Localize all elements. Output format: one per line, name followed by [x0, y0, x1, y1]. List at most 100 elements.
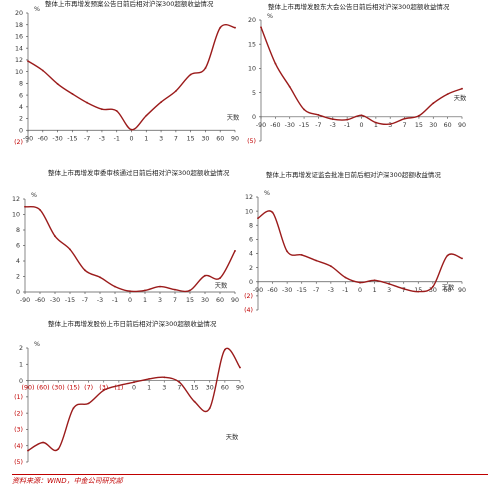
- unit-label: %: [264, 190, 270, 197]
- x-tick-label: -1: [114, 135, 120, 142]
- x-tick-label: 3: [387, 287, 391, 294]
- y-tick-label: 10: [245, 208, 253, 215]
- y-tick-label: 12: [12, 196, 20, 203]
- y-tick-label: 4: [249, 251, 253, 258]
- y-tick-label: 10: [12, 212, 20, 219]
- chart-panel-4: 整体上市再增发证监会批准日前后相对沪深300超额收益情况% (4) (2) 0 2 4 6 8…: [244, 170, 466, 314]
- x-tick-label: -7: [313, 287, 319, 294]
- x-tick-label: 60: [216, 135, 224, 142]
- x-tick-label: 3: [158, 297, 162, 304]
- footer-rule: [12, 474, 488, 475]
- y-tick-label: (5): [14, 459, 23, 466]
- footer-source: 资料来源：WIND，中金公司研究部: [12, 477, 123, 485]
- data-point: [102, 389, 105, 392]
- chart-panel-3: 整体上市再增发审委审核通过日前后相对沪深300超额收益情况%024681012-…: [12, 168, 239, 304]
- y-tick-label: 8: [249, 222, 253, 229]
- unit-label: %: [34, 6, 40, 13]
- y-tick-label: (3): [14, 427, 23, 434]
- series-line: [24, 205, 236, 293]
- x-tick-label: 30: [201, 297, 209, 304]
- x-tick-label: 30: [429, 287, 437, 294]
- x-tick-label: 15: [187, 135, 195, 142]
- y-tick-label: 20: [248, 17, 256, 24]
- data-point: [344, 276, 347, 279]
- x-tick-label: (90): [22, 385, 35, 392]
- x-tick-label: 90: [458, 287, 466, 294]
- x-tick-label: 0: [358, 287, 362, 294]
- x-axis-title: 天数: [454, 93, 467, 102]
- x-tick-label: 3: [162, 385, 166, 392]
- data-point: [86, 101, 88, 104]
- series-line: [260, 26, 463, 126]
- y-tick-label: 0: [19, 127, 23, 134]
- x-tick-label: -60: [270, 122, 280, 129]
- y-tick-label: 1: [19, 361, 23, 368]
- x-tick-label: -15: [297, 287, 307, 294]
- data-point: [145, 114, 148, 117]
- y-tick-label: (5): [247, 138, 256, 145]
- data-point: [359, 281, 361, 284]
- x-tick-label: 90: [236, 385, 244, 392]
- x-tick-label: -30: [50, 297, 60, 304]
- data-point: [331, 118, 334, 121]
- data-point: [42, 441, 44, 444]
- data-point: [271, 211, 274, 214]
- data-point: [57, 448, 60, 450]
- x-tick-label: 15: [415, 122, 423, 129]
- y-tick-label: 2: [19, 345, 23, 352]
- data-point: [129, 290, 131, 293]
- data-point: [373, 279, 376, 282]
- x-tick-label: -3: [97, 297, 103, 304]
- unit-label: %: [34, 341, 40, 348]
- y-tick-label: 2: [19, 116, 23, 123]
- unit-label: %: [267, 13, 273, 20]
- chart-panel-1: 整体上市再增发预案公告日前后相对沪深300超额收益情况%(2)024681012…: [14, 0, 240, 146]
- data-point: [101, 108, 103, 111]
- data-point: [418, 114, 420, 117]
- y-tick-label: 8: [19, 81, 23, 88]
- data-point: [402, 287, 405, 290]
- y-tick-label: 16: [15, 34, 23, 41]
- x-tick-label: -1: [342, 287, 348, 294]
- data-point: [72, 407, 75, 410]
- y-tick-label: 0: [249, 279, 253, 286]
- data-point: [133, 381, 135, 384]
- x-tick-label: (60): [37, 385, 50, 392]
- data-point: [315, 259, 318, 262]
- x-tick-label: -7: [82, 297, 88, 304]
- y-tick-label: 0: [19, 378, 23, 385]
- data-point: [234, 250, 236, 252]
- data-point: [204, 274, 206, 277]
- series-line: [257, 210, 463, 293]
- x-tick-label: 7: [177, 385, 181, 392]
- y-tick-label: (4): [14, 443, 23, 450]
- data-point: [159, 285, 161, 288]
- series-line: [27, 24, 236, 131]
- data-point: [446, 93, 449, 95]
- x-tick-label: -60: [38, 135, 48, 142]
- x-tick-label: (1): [114, 385, 123, 392]
- data-point: [403, 117, 406, 120]
- data-point: [461, 87, 463, 90]
- chart-title: 整体上市再增发审委审核通过日前后相对沪深300超额收益情况: [48, 168, 230, 177]
- data-point: [174, 288, 176, 291]
- x-tick-label: (3): [99, 385, 108, 392]
- x-tick-label: 7: [174, 135, 178, 142]
- x-tick-label: -60: [267, 287, 277, 294]
- x-tick-label: (7): [84, 385, 93, 392]
- y-tick-label: (2): [14, 410, 23, 417]
- x-tick-label: 3: [159, 135, 163, 142]
- x-tick-label: 90: [231, 297, 239, 304]
- y-tick-label: 20: [15, 10, 23, 17]
- data-point: [286, 250, 288, 253]
- data-point: [432, 102, 435, 105]
- charts-canvas: 整体上市再增发预案公告日前后相对沪深300超额收益情况%(2)024681012…: [12, 0, 467, 466]
- x-tick-label: -30: [285, 122, 295, 129]
- x-tick-label: -60: [35, 297, 45, 304]
- data-point: [260, 26, 262, 29]
- data-point: [346, 118, 348, 121]
- x-tick-label: -30: [52, 135, 62, 142]
- y-tick-label: 5: [252, 90, 256, 97]
- data-point: [303, 108, 305, 111]
- chart-title: 整体上市再增发证监会批准日前后相对沪深300超额收益情况: [266, 170, 441, 179]
